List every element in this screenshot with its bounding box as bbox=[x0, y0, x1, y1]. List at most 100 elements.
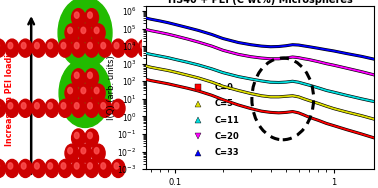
Circle shape bbox=[61, 163, 66, 169]
Circle shape bbox=[98, 39, 112, 57]
Circle shape bbox=[34, 163, 39, 169]
Circle shape bbox=[19, 39, 32, 57]
Circle shape bbox=[32, 159, 45, 177]
Circle shape bbox=[141, 42, 146, 49]
Circle shape bbox=[88, 72, 92, 78]
Circle shape bbox=[45, 39, 59, 57]
Circle shape bbox=[45, 159, 59, 177]
Circle shape bbox=[45, 99, 59, 117]
Circle shape bbox=[19, 159, 32, 177]
Title: HS40 + PEI (C wt%) Microspheres: HS40 + PEI (C wt%) Microspheres bbox=[167, 0, 352, 5]
Circle shape bbox=[68, 87, 73, 94]
Circle shape bbox=[85, 9, 99, 27]
Circle shape bbox=[85, 39, 99, 57]
Circle shape bbox=[0, 99, 6, 117]
Text: C=20: C=20 bbox=[214, 132, 239, 141]
Circle shape bbox=[0, 159, 6, 177]
Circle shape bbox=[85, 69, 99, 87]
Circle shape bbox=[74, 103, 79, 109]
Circle shape bbox=[58, 159, 72, 177]
Circle shape bbox=[58, 0, 112, 69]
Circle shape bbox=[71, 39, 85, 57]
Circle shape bbox=[94, 27, 99, 33]
Circle shape bbox=[32, 39, 45, 57]
Circle shape bbox=[32, 99, 45, 117]
Circle shape bbox=[114, 103, 119, 109]
Circle shape bbox=[151, 39, 165, 57]
Circle shape bbox=[85, 129, 99, 147]
Circle shape bbox=[61, 42, 66, 49]
Text: Increase in PEI loading: Increase in PEI loading bbox=[5, 42, 14, 146]
Circle shape bbox=[34, 103, 39, 109]
Circle shape bbox=[88, 163, 92, 169]
Circle shape bbox=[85, 99, 99, 117]
Circle shape bbox=[94, 148, 99, 154]
Circle shape bbox=[48, 103, 53, 109]
Circle shape bbox=[101, 163, 105, 169]
Circle shape bbox=[88, 42, 92, 49]
Circle shape bbox=[91, 84, 105, 102]
Circle shape bbox=[85, 159, 99, 177]
Circle shape bbox=[101, 42, 105, 49]
Circle shape bbox=[78, 24, 92, 42]
Text: C=11: C=11 bbox=[214, 116, 239, 125]
Circle shape bbox=[88, 12, 92, 18]
Circle shape bbox=[8, 163, 13, 169]
Circle shape bbox=[71, 69, 85, 87]
Circle shape bbox=[154, 42, 159, 49]
Circle shape bbox=[74, 132, 79, 139]
Circle shape bbox=[88, 103, 92, 109]
Circle shape bbox=[94, 87, 99, 94]
Circle shape bbox=[68, 148, 73, 154]
Circle shape bbox=[5, 99, 19, 117]
Circle shape bbox=[91, 144, 105, 162]
Circle shape bbox=[59, 59, 111, 127]
Y-axis label: I(Q) (arb. units): I(Q) (arb. units) bbox=[107, 55, 116, 120]
Circle shape bbox=[114, 42, 119, 49]
Circle shape bbox=[19, 99, 32, 117]
Text: C=33: C=33 bbox=[214, 148, 239, 157]
Circle shape bbox=[81, 27, 86, 33]
Circle shape bbox=[98, 159, 112, 177]
Circle shape bbox=[5, 39, 19, 57]
Circle shape bbox=[21, 42, 26, 49]
Circle shape bbox=[78, 144, 92, 162]
Circle shape bbox=[164, 39, 178, 57]
Circle shape bbox=[112, 159, 125, 177]
Circle shape bbox=[81, 148, 86, 154]
Text: C=5: C=5 bbox=[214, 99, 233, 108]
Circle shape bbox=[127, 42, 132, 49]
Circle shape bbox=[0, 39, 6, 57]
Circle shape bbox=[58, 39, 72, 57]
Circle shape bbox=[21, 163, 26, 169]
Circle shape bbox=[114, 163, 119, 169]
Circle shape bbox=[98, 99, 112, 117]
Circle shape bbox=[48, 163, 53, 169]
Circle shape bbox=[21, 103, 26, 109]
Circle shape bbox=[71, 99, 85, 117]
Circle shape bbox=[65, 24, 79, 42]
Circle shape bbox=[71, 159, 85, 177]
Circle shape bbox=[138, 39, 152, 57]
Circle shape bbox=[71, 9, 85, 27]
Circle shape bbox=[91, 24, 105, 42]
Circle shape bbox=[112, 39, 125, 57]
Circle shape bbox=[112, 99, 125, 117]
Circle shape bbox=[5, 159, 19, 177]
Circle shape bbox=[74, 163, 79, 169]
Circle shape bbox=[65, 144, 79, 162]
Circle shape bbox=[8, 103, 13, 109]
Circle shape bbox=[81, 87, 86, 94]
Circle shape bbox=[61, 103, 66, 109]
Circle shape bbox=[71, 129, 85, 147]
Circle shape bbox=[74, 12, 79, 18]
Circle shape bbox=[48, 42, 53, 49]
Circle shape bbox=[101, 103, 105, 109]
Circle shape bbox=[125, 39, 138, 57]
Circle shape bbox=[68, 27, 73, 33]
Circle shape bbox=[34, 42, 39, 49]
Circle shape bbox=[58, 99, 72, 117]
Circle shape bbox=[78, 84, 92, 102]
Circle shape bbox=[8, 42, 13, 49]
Circle shape bbox=[167, 42, 172, 49]
